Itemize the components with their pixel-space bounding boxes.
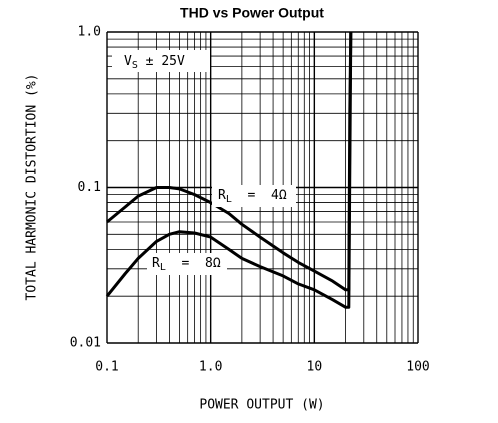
x-tick-label: 0.1 (95, 360, 118, 375)
annotation: RL = 4Ω (218, 188, 287, 206)
annotation-tail: ± 25V (138, 54, 185, 69)
annotation-tail: = 4Ω (232, 188, 287, 203)
annotation-sub: L (226, 194, 232, 205)
annotation-main: R (218, 188, 226, 203)
y-tick-label: 0.1 (78, 180, 101, 195)
annotations: VS ± 25V RL = 4Ω RL = 8Ω (112, 50, 296, 275)
x-tick-label: 100 (406, 360, 429, 375)
y-tick-label: 0.01 (70, 336, 101, 351)
line (105, 31, 353, 309)
annotation: VS ± 25V (124, 54, 185, 72)
chart-title: THD vs Power Output (180, 5, 324, 21)
annotation: RL = 8Ω (152, 256, 221, 274)
x-tick-label: 1.0 (199, 360, 222, 375)
annotation-sub: L (160, 262, 166, 273)
x-axis-label: POWER OUTPUT (W) (199, 398, 324, 413)
annotation-main: R (152, 256, 160, 271)
annotation-box (212, 185, 296, 207)
annotation-sub: S (132, 60, 138, 71)
annotation-box (147, 253, 227, 275)
y-tick-label: 1.0 (78, 25, 101, 40)
x-tick-label: 10 (307, 360, 323, 375)
lines (105, 31, 353, 309)
annotation-main: V (124, 54, 132, 69)
annotation-tail: = 8Ω (166, 256, 221, 271)
annotation-box (112, 50, 210, 72)
y-axis-label: TOTAL HARMONIC DISTORTION (%) (25, 74, 40, 301)
line (106, 31, 353, 292)
